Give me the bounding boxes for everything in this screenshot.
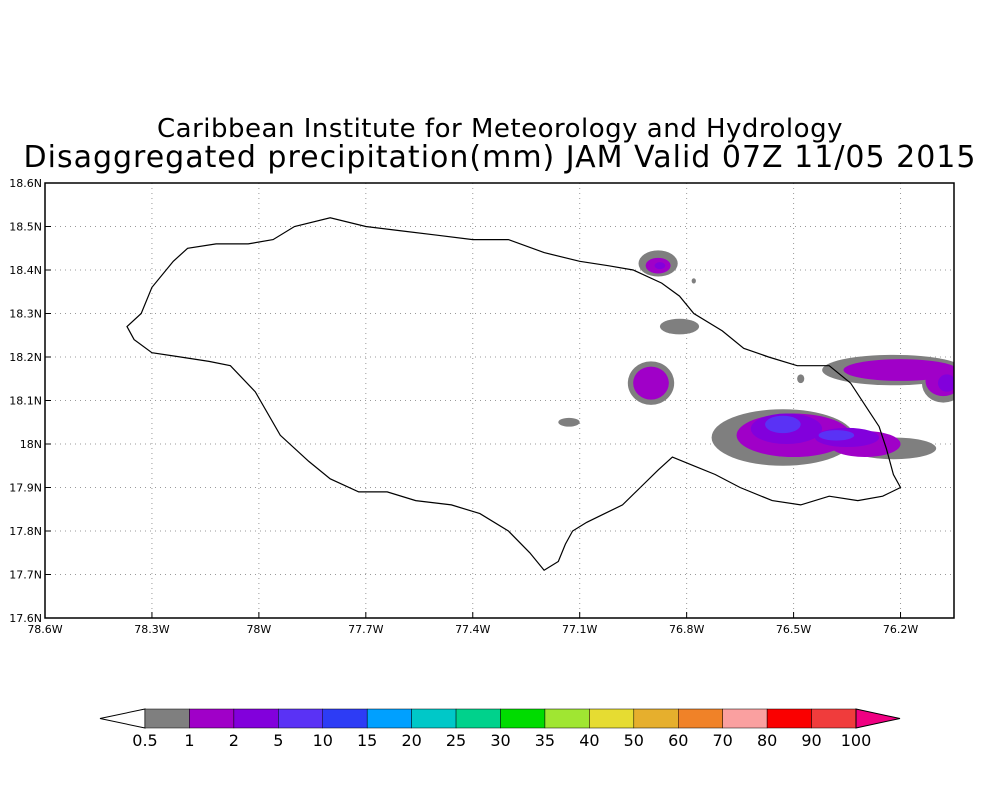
grid-lines xyxy=(45,183,954,618)
colorbar: 0.5 1 2 5 10 15 20 25 30 35 40 50 60 70 80 90 100 xyxy=(99,708,901,750)
colorbar-swatch xyxy=(322,708,368,729)
jamaica-coastline xyxy=(126,217,902,571)
title-line-2: Disaggregated precipitation(mm) JAM Vali… xyxy=(23,140,977,175)
colorbar-label: 50 xyxy=(624,731,644,750)
x-tick-label: 78W xyxy=(246,623,271,636)
colorbar-swatch xyxy=(766,708,812,729)
colorbar-label: 100 xyxy=(841,731,872,750)
colorbar-swatch xyxy=(189,708,235,729)
colorbar-swatch xyxy=(589,708,635,729)
colorbar-label: 80 xyxy=(757,731,777,750)
y-tick-label: 17.7N xyxy=(9,569,42,582)
colorbar-label: 1 xyxy=(184,731,194,750)
colorbar-swatch xyxy=(455,708,501,729)
colorbar-label: 15 xyxy=(357,731,377,750)
colorbar-swatch xyxy=(500,708,546,729)
precip-contour-1 xyxy=(633,366,669,400)
precip-contour-2 xyxy=(937,374,954,392)
x-tick-label: 78.3W xyxy=(134,623,169,636)
x-tick-label: 76.2W xyxy=(883,623,918,636)
colorbar-label: 70 xyxy=(713,731,733,750)
y-tick-label: 18.6N xyxy=(9,177,42,190)
x-tick-label: 78.6W xyxy=(27,623,62,636)
precipitation-fields xyxy=(558,250,954,466)
y-tick-label: 18.3N xyxy=(9,308,42,321)
x-tick-label: 77.7W xyxy=(348,623,383,636)
coastline xyxy=(126,217,902,571)
colorbar-label: 90 xyxy=(801,731,821,750)
x-tick-label: 77.1W xyxy=(562,623,597,636)
colorbar-swatch xyxy=(278,708,323,729)
colorbar-high-arrow xyxy=(855,708,901,729)
y-tick-label: 18.5N xyxy=(9,221,42,234)
colorbar-swatch xyxy=(366,708,412,729)
colorbar-label: 30 xyxy=(490,731,510,750)
y-tick-label: 18.4N xyxy=(9,264,42,277)
precip-contour-0_5 xyxy=(797,374,805,384)
y-tick-label: 17.8N xyxy=(9,525,42,538)
y-tick-label: 17.6N xyxy=(9,612,42,625)
title-line-1: Caribbean Institute for Meteorology and … xyxy=(157,114,843,144)
y-tick-label: 17.9N xyxy=(9,482,42,495)
colorbar-swatch xyxy=(811,708,857,729)
y-tick-label: 18N xyxy=(20,438,42,451)
colorbar-label: 2 xyxy=(229,731,239,750)
colorbar-label: 5 xyxy=(273,731,283,750)
colorbar-swatch xyxy=(544,708,590,729)
precip-contour-0_5 xyxy=(558,417,580,427)
x-tick-label: 76.5W xyxy=(776,623,811,636)
colorbar-label: 60 xyxy=(668,731,688,750)
y-tick-label: 18.1N xyxy=(9,395,42,408)
colorbar-swatch xyxy=(144,708,190,729)
colorbar-swatch xyxy=(633,708,679,729)
precip-contour-1 xyxy=(843,359,954,381)
colorbar-label: 0.5 xyxy=(132,731,157,750)
plot-frame xyxy=(44,182,955,619)
precip-contour-5 xyxy=(765,415,801,434)
x-tick-label: 76.8W xyxy=(669,623,704,636)
colorbar-label: 10 xyxy=(313,731,333,750)
colorbar-swatch xyxy=(411,708,457,729)
colorbar-swatch xyxy=(722,708,768,729)
colorbar-label: 25 xyxy=(446,731,466,750)
axis-labels: 78.6W 78.3W 78W 77.7W 77.4W 77.1W 76.8W 76.5W 76… xyxy=(9,177,918,636)
colorbar-low-arrow xyxy=(99,708,146,729)
y-tick-label: 18.2N xyxy=(9,351,42,364)
precip-contour-2 xyxy=(654,262,666,270)
precip-contour-5 xyxy=(818,430,855,441)
precip-contour-0_5 xyxy=(691,278,696,284)
x-tick-label: 77.4W xyxy=(455,623,490,636)
colorbar-label: 20 xyxy=(401,731,421,750)
colorbar-swatch xyxy=(233,708,279,729)
colorbar-label: 35 xyxy=(535,731,555,750)
colorbar-label: 40 xyxy=(579,731,599,750)
precip-contour-0_5 xyxy=(659,318,700,335)
colorbar-swatch xyxy=(678,708,723,729)
